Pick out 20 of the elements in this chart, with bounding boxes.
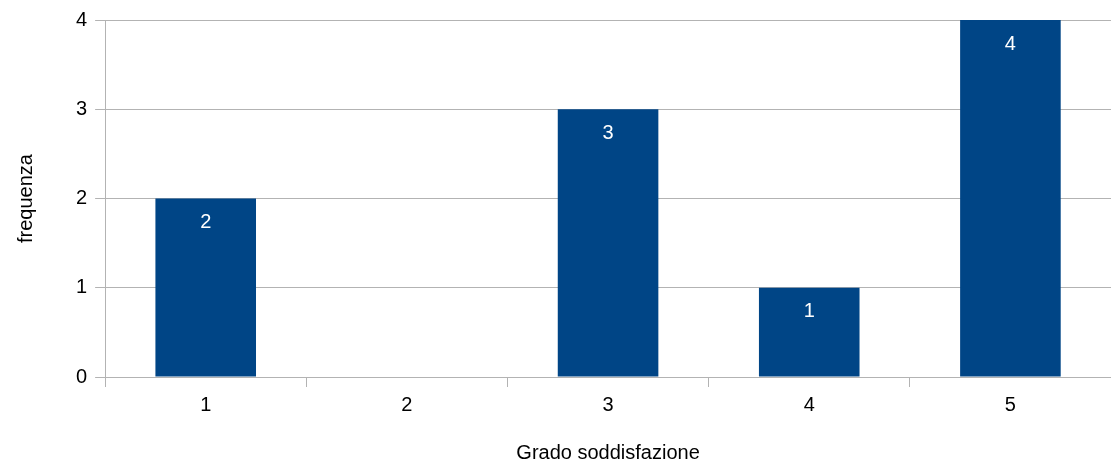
y-tick-label: 0 [76, 364, 88, 387]
bar [557, 109, 659, 377]
y-axis-title: frequenza [13, 153, 36, 243]
data-label: 4 [1004, 31, 1016, 54]
bar [155, 198, 257, 377]
data-label: 2 [200, 210, 212, 233]
y-tick-label: 2 [76, 186, 88, 209]
x-tick-label: 4 [803, 392, 815, 415]
y-tick-label: 3 [76, 96, 88, 119]
data-label: 3 [602, 120, 614, 143]
x-tick-label: 2 [401, 392, 413, 415]
x-tick-label: 1 [200, 392, 212, 415]
x-tick-label: 5 [1004, 392, 1016, 415]
y-tick-label: 1 [76, 275, 88, 298]
x-axis-title: Grado soddisfazione [516, 440, 700, 463]
bar [960, 20, 1061, 377]
y-tick-label: 4 [76, 7, 88, 30]
data-label: 1 [803, 299, 815, 322]
x-tick-label: 3 [602, 392, 614, 415]
bar [758, 287, 860, 377]
